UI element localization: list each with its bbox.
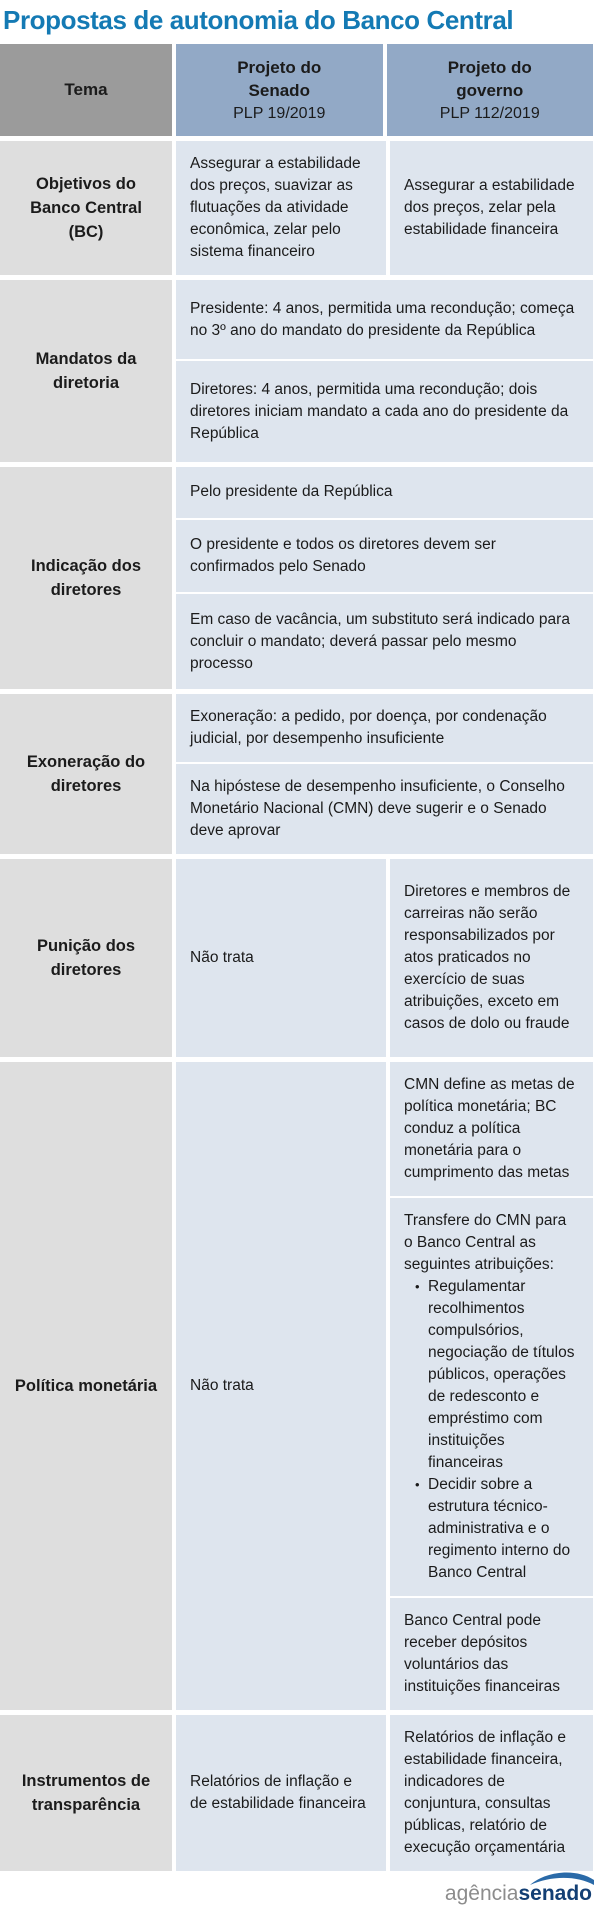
cell-indicacao-2: O presidente e todos os diretores devem … xyxy=(176,519,593,593)
cell-politica-governo-2: Transfere do CMN para o Banco Central as… xyxy=(390,1198,593,1596)
cell-instrumentos-senado-1: Relatórios de inflação e de estabilidade… xyxy=(176,1715,386,1871)
cell-exoneracao-1: Exoneração: a pedido, por doença, por co… xyxy=(176,694,593,762)
cell-politica-governo-3-text: Banco Central pode receber depósitos vol… xyxy=(404,1612,560,1695)
logo-senado-text: senado xyxy=(518,1872,594,1905)
cell-indicacao-1: Pelo presidente da República xyxy=(176,467,593,518)
table-row-politica: Política monetária Não trata CMN define as… xyxy=(0,1062,593,1710)
cells-indicacao: Pelo presidente da República O presidente… xyxy=(176,467,593,690)
table-body: Objetivos do Banco Central (BC) Assegurar… xyxy=(0,141,593,1871)
cell-exoneracao-2-text: Na hipóstese de desempenho insuficiente,… xyxy=(190,778,565,839)
cell-mandatos-1-text: Presidente: 4 anos, permitida uma recond… xyxy=(190,299,575,339)
table-header-row: Tema Projeto do Senado PLP 19/2019 Proje… xyxy=(0,44,593,136)
header-senado-line1: Projeto do xyxy=(237,57,322,77)
page-title: Propostas de autonomia do Banco Central xyxy=(3,5,514,35)
header-senado-line2: Senado xyxy=(248,80,310,100)
cells-politica-governo: CMN define as metas de política monetári… xyxy=(390,1062,593,1710)
cell-punicao-senado-1-text: Não trata xyxy=(190,949,254,966)
cells-exoneracao: Exoneração: a pedido, por doença, por co… xyxy=(176,694,593,854)
header-senado-plp: PLP 19/2019 xyxy=(233,104,326,122)
column-header-governo: Projeto do governo PLP 112/2019 xyxy=(386,44,593,136)
header-governo-plp: PLP 112/2019 xyxy=(439,104,540,122)
cell-indicacao-3-text: Em caso de vacância, um substituto será … xyxy=(190,610,570,672)
cell-mandatos-2: Diretores: 4 anos, permitida uma recondu… xyxy=(176,361,593,462)
tema-label-objetivos: Objetivos do Banco Central (BC) xyxy=(0,141,172,275)
cells-politica-senado: Não trata xyxy=(176,1062,386,1710)
cell-objetivos-senado-1-text: Assegurar a estabilidade dos preços, sua… xyxy=(190,155,361,260)
cell-politica-governo-1-text: CMN define as metas de política monetári… xyxy=(404,1076,575,1181)
footer: agência senado xyxy=(0,1871,600,1905)
tema-label-indicacao: Indicação dos diretores xyxy=(0,467,172,689)
cell-objetivos-senado-1: Assegurar a estabilidade dos preços, sua… xyxy=(176,141,386,275)
tema-label-exoneracao: Exoneração do diretores xyxy=(0,694,172,854)
logo-arc-icon xyxy=(530,1872,594,1885)
cells-punicao-senado: Não trata xyxy=(176,859,386,1057)
cell-politica-governo-1: CMN define as metas de política monetári… xyxy=(390,1062,593,1196)
cell-instrumentos-governo-1: Relatórios de inflação e estabilidade fi… xyxy=(390,1715,593,1871)
table-row-indicacao: Indicação dos diretores Pelo presidente d… xyxy=(0,467,593,690)
cells-mandatos: Presidente: 4 anos, permitida uma recond… xyxy=(176,280,593,462)
cell-indicacao-3: Em caso de vacância, um substituto será … xyxy=(176,594,593,690)
agencia-senado-logo: agência senado xyxy=(444,1872,594,1905)
cells-instrumentos-governo: Relatórios de inflação e estabilidade fi… xyxy=(390,1715,593,1871)
tema-label-punicao: Punição dos diretores xyxy=(0,859,172,1057)
cells-objetivos-governo: Assegurar a estabilidade dos preços, zel… xyxy=(390,141,593,275)
cell-objetivos-governo-1: Assegurar a estabilidade dos preços, zel… xyxy=(390,141,593,275)
column-header-tema: Tema xyxy=(0,44,172,136)
cell-politica-governo-2-text: Transfere do CMN para o Banco Central as… xyxy=(404,1212,567,1273)
logo-agencia-text: agência xyxy=(444,1882,519,1905)
table-row-exoneracao: Exoneração do diretores Exoneração: a ped… xyxy=(0,694,593,854)
cell-punicao-governo-1: Diretores e membros de carreiras não ser… xyxy=(390,859,593,1057)
cell-instrumentos-senado-1-text: Relatórios de inflação e de estabilidade… xyxy=(190,1773,366,1812)
table-row-mandatos: Mandatos da diretoria Presidente: 4 anos,… xyxy=(0,280,593,462)
cell-mandatos-1: Presidente: 4 anos, permitida uma recond… xyxy=(176,280,593,359)
cells-instrumentos-senado: Relatórios de inflação e de estabilidade… xyxy=(176,1715,386,1871)
header-governo-line1: Projeto do xyxy=(447,57,532,77)
cell-mandatos-2-text: Diretores: 4 anos, permitida uma recondu… xyxy=(190,380,569,442)
logo-senado-word: senado xyxy=(518,1882,592,1905)
cell-politica-governo-2-bullet-2: Decidir sobre a estrutura técnico-admini… xyxy=(415,1474,579,1584)
tema-label-mandatos: Mandatos da diretoria xyxy=(0,280,172,462)
cell-punicao-governo-1-text: Diretores e membros de carreiras não ser… xyxy=(404,883,571,1032)
table-row-instrumentos: Instrumentos de transparência Relatórios … xyxy=(0,1715,593,1871)
cell-politica-senado-1: Não trata xyxy=(176,1062,386,1710)
cell-politica-governo-2-bullet-1: Regulamentar recolhimentos compulsórios,… xyxy=(415,1276,579,1474)
header-governo-line2: governo xyxy=(456,80,524,100)
tema-label-politica: Política monetária xyxy=(0,1062,172,1710)
table-row-punicao: Punição dos diretores Não trata Diretores … xyxy=(0,859,593,1057)
cell-punicao-senado-1: Não trata xyxy=(176,859,386,1057)
cell-exoneracao-2: Na hipóstese de desempenho insuficiente,… xyxy=(176,764,593,854)
cells-objetivos-senado: Assegurar a estabilidade dos preços, sua… xyxy=(176,141,386,275)
comparison-table: Tema Projeto do Senado PLP 19/2019 Proje… xyxy=(0,44,593,1871)
cell-politica-governo-2-bullet-list: Regulamentar recolhimentos compulsórios,… xyxy=(404,1276,579,1584)
cell-instrumentos-governo-1-text: Relatórios de inflação e estabilidade fi… xyxy=(404,1729,566,1856)
column-header-senado: Projeto do Senado PLP 19/2019 xyxy=(176,44,383,136)
cell-exoneracao-1-text: Exoneração: a pedido, por doença, por co… xyxy=(190,708,547,747)
cell-indicacao-1-text: Pelo presidente da República xyxy=(190,483,393,501)
cell-objetivos-governo-1-text: Assegurar a estabilidade dos preços, zel… xyxy=(404,177,575,238)
table-row-objetivos: Objetivos do Banco Central (BC) Assegurar… xyxy=(0,141,593,275)
cell-indicacao-2-text: O presidente e todos os diretores devem … xyxy=(190,536,496,575)
cell-politica-governo-3: Banco Central pode receber depósitos vol… xyxy=(390,1598,593,1710)
cell-politica-senado-1-text: Não trata xyxy=(190,1377,254,1394)
cells-punicao-governo: Diretores e membros de carreiras não ser… xyxy=(390,859,593,1057)
tema-label-instrumentos: Instrumentos de transparência xyxy=(0,1715,172,1871)
